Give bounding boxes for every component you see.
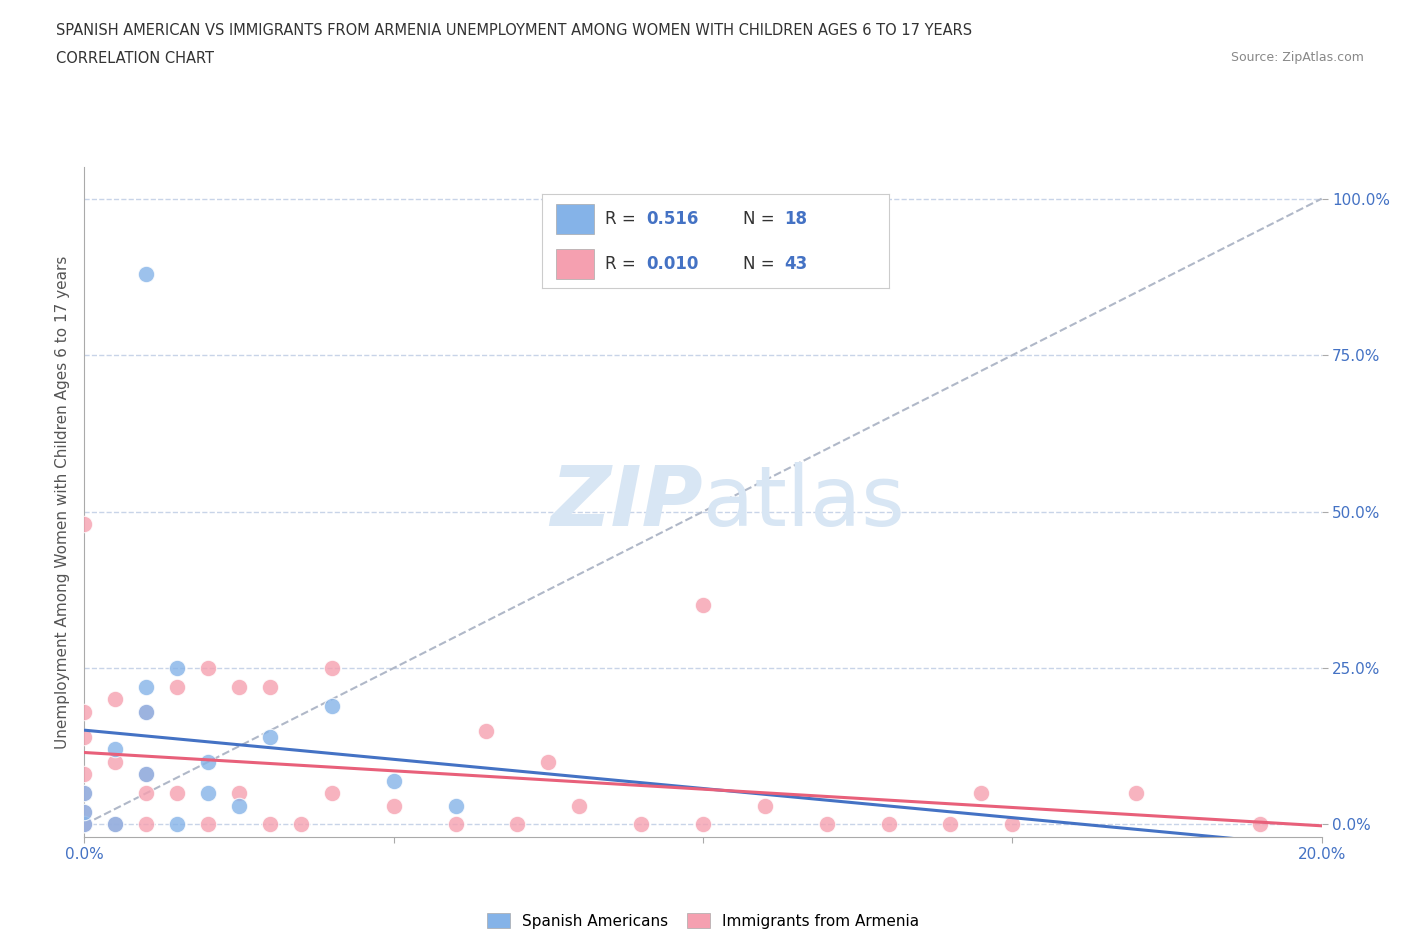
Point bbox=[73, 729, 96, 744]
Point bbox=[290, 817, 312, 832]
Text: SPANISH AMERICAN VS IMMIGRANTS FROM ARMENIA UNEMPLOYMENT AMONG WOMEN WITH CHILDR: SPANISH AMERICAN VS IMMIGRANTS FROM ARME… bbox=[56, 23, 973, 38]
Point bbox=[166, 660, 188, 675]
Point bbox=[104, 817, 127, 832]
Point bbox=[877, 817, 900, 832]
Text: CORRELATION CHART: CORRELATION CHART bbox=[56, 51, 214, 66]
Point bbox=[73, 804, 96, 819]
Point bbox=[444, 817, 467, 832]
Point bbox=[197, 754, 219, 769]
Point bbox=[73, 767, 96, 782]
Point bbox=[1249, 817, 1271, 832]
Point bbox=[135, 817, 157, 832]
Legend: Spanish Americans, Immigrants from Armenia: Spanish Americans, Immigrants from Armen… bbox=[479, 905, 927, 930]
Point bbox=[475, 724, 498, 738]
Point bbox=[321, 786, 343, 801]
Point bbox=[104, 754, 127, 769]
Point bbox=[382, 798, 405, 813]
Point bbox=[73, 817, 96, 832]
Point bbox=[1125, 786, 1147, 801]
Point bbox=[166, 817, 188, 832]
Point bbox=[135, 704, 157, 719]
Point bbox=[73, 786, 96, 801]
Point bbox=[197, 786, 219, 801]
Point bbox=[166, 786, 188, 801]
Point bbox=[166, 680, 188, 695]
Point bbox=[259, 680, 281, 695]
Point bbox=[228, 680, 250, 695]
Point bbox=[104, 692, 127, 707]
Point bbox=[259, 729, 281, 744]
Point bbox=[815, 817, 838, 832]
Point bbox=[73, 704, 96, 719]
Point bbox=[73, 804, 96, 819]
Point bbox=[135, 680, 157, 695]
Text: atlas: atlas bbox=[703, 461, 904, 543]
Point bbox=[630, 817, 652, 832]
Point bbox=[970, 786, 993, 801]
Point bbox=[104, 817, 127, 832]
Point bbox=[321, 660, 343, 675]
Point bbox=[73, 517, 96, 532]
Point bbox=[754, 798, 776, 813]
Point bbox=[135, 767, 157, 782]
Point bbox=[537, 754, 560, 769]
Point bbox=[197, 660, 219, 675]
Point bbox=[382, 773, 405, 788]
Point bbox=[135, 704, 157, 719]
Point bbox=[228, 798, 250, 813]
Point bbox=[73, 817, 96, 832]
Point bbox=[321, 698, 343, 713]
Point bbox=[228, 786, 250, 801]
Point bbox=[259, 817, 281, 832]
Point bbox=[568, 798, 591, 813]
Point bbox=[692, 817, 714, 832]
Point bbox=[135, 767, 157, 782]
Text: Source: ZipAtlas.com: Source: ZipAtlas.com bbox=[1230, 51, 1364, 64]
Point bbox=[197, 817, 219, 832]
Point bbox=[506, 817, 529, 832]
Point bbox=[692, 598, 714, 613]
Point bbox=[1001, 817, 1024, 832]
Point bbox=[135, 786, 157, 801]
Point bbox=[444, 798, 467, 813]
Point bbox=[73, 817, 96, 832]
Point bbox=[135, 266, 157, 281]
Text: ZIP: ZIP bbox=[550, 461, 703, 543]
Point bbox=[73, 786, 96, 801]
Point bbox=[104, 742, 127, 757]
Point bbox=[939, 817, 962, 832]
Y-axis label: Unemployment Among Women with Children Ages 6 to 17 years: Unemployment Among Women with Children A… bbox=[55, 256, 70, 749]
